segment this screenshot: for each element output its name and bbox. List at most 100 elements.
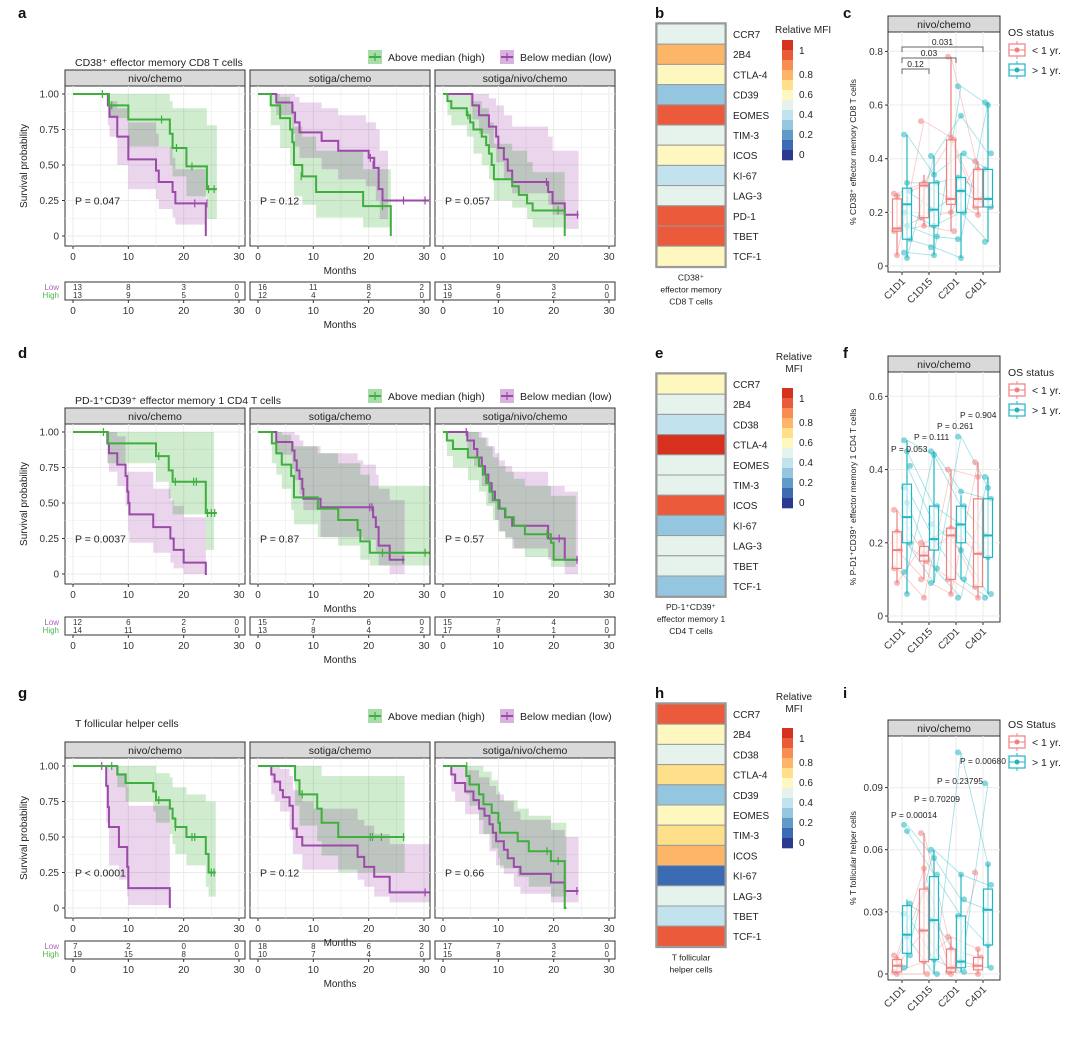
colorbar-step [782, 100, 793, 111]
heatmap-cell [656, 434, 726, 456]
connecting-line [906, 542, 935, 584]
heatmap-cell [656, 454, 726, 476]
colorbar-step [782, 130, 793, 141]
x-tick-label: C1D15 [905, 984, 935, 1014]
p-value: P = 0.047 [75, 196, 120, 208]
x-tick-label: C4D1 [963, 626, 989, 652]
data-point [924, 971, 930, 977]
risk-count-low: 7 [311, 618, 316, 627]
risk-count-high: 8 [496, 950, 501, 959]
heatmap-cell [656, 373, 726, 395]
legend-label-high: Above median (high) [388, 391, 485, 403]
risk-count-low: 2 [126, 942, 131, 951]
x-tick-label: 10 [123, 924, 135, 935]
x-tick-label: 20 [548, 590, 560, 601]
heatmap-row-label: CD38 [733, 420, 759, 431]
x-tick-label: 0 [70, 590, 76, 601]
risk-count-high: 15 [443, 950, 452, 959]
x-tick-label: 20 [178, 590, 190, 601]
heatmap-cell [656, 124, 726, 146]
heatmap-border [655, 702, 727, 949]
heatmap-row-label: KI-67 [733, 171, 757, 182]
colorbar-tick-label: 0 [799, 498, 805, 509]
ci-ribbon-high [73, 766, 216, 897]
survival-curve-high [258, 431, 430, 554]
x-tick-label: C2D1 [936, 626, 962, 652]
km-facet-sotiga-chemo: sotiga/chemo P = 0.12 0 10 20 30 [249, 69, 431, 263]
colorbar-tick-label: 0.4 [799, 798, 813, 809]
colorbar-step [782, 488, 793, 499]
connecting-line [933, 849, 962, 875]
heatmap-cell [656, 784, 726, 806]
risk-count-low: 0 [235, 618, 240, 627]
heatmap-cell [656, 925, 726, 947]
x-tick-label: 0 [440, 252, 446, 263]
risk-count-high: 0 [605, 950, 610, 959]
p-value: P = 0.66 [445, 868, 484, 880]
x-tick-label: 20 [178, 641, 190, 652]
colorbar-tick-label: 1 [799, 394, 805, 405]
data-point [961, 150, 967, 157]
panel-label: a [18, 5, 27, 22]
heatmap-row-label: 2B4 [733, 730, 751, 741]
y-tick-label: 1.00 [40, 762, 60, 773]
x-tick-label: 30 [418, 306, 430, 317]
p-value-annotation: P = 0.23795 [937, 776, 983, 786]
risk-count-low: 3 [551, 283, 556, 292]
risk-count-high: 0 [605, 626, 610, 635]
x-tick-label: C1D15 [905, 276, 935, 306]
data-point [961, 576, 967, 583]
y-tick-label: 0.75 [40, 797, 60, 808]
risk-count-low: 0 [420, 618, 425, 627]
heatmap-row-label: 2B4 [733, 400, 751, 411]
heatmap-row-label: KI-67 [733, 521, 757, 532]
heatmap-cell [656, 245, 726, 267]
risk-count-low: 13 [73, 283, 82, 292]
colorbar-tick-label: 0.2 [799, 478, 813, 489]
y-tick-label: 0.06 [864, 845, 884, 856]
x-axis-label: Months [324, 938, 357, 949]
heatmap-cell [656, 43, 726, 65]
y-tick-label: 1.00 [40, 428, 60, 439]
heatmap-column-label: helper cells [670, 964, 713, 974]
heatmap-row-label: LAG-3 [733, 542, 762, 553]
risk-count-low: 6 [126, 618, 131, 627]
colorbar-tick-label: 0.8 [799, 758, 813, 769]
chart-title: CD38⁺ effector memory CD8 T cells [75, 57, 243, 69]
risk-table-box [64, 616, 246, 636]
heatmap-cell [656, 494, 726, 516]
risk-count-low: 6 [366, 942, 371, 951]
heatmap-row-label: 2B4 [733, 50, 751, 61]
x-tick-label: 0 [70, 306, 76, 317]
x-tick-label: 20 [548, 965, 560, 976]
x-tick-label: C1D15 [905, 626, 935, 656]
legend: Above median (high) Below median (low) [368, 389, 612, 403]
x-tick-label: 0 [440, 641, 446, 652]
facet-strip-label: nivo/chemo [128, 411, 182, 423]
heatmap-row-label: TCF-1 [733, 582, 762, 593]
legend-title: OS status [1008, 27, 1054, 39]
x-axis-label: Months [324, 604, 357, 615]
risk-count-low: 7 [73, 942, 78, 951]
heatmap-row-label: TIM-3 [733, 481, 760, 492]
box-body [945, 948, 957, 973]
x-tick-label: C2D1 [936, 276, 962, 302]
heatmap-cell [656, 413, 726, 436]
data-point [958, 488, 964, 495]
x-axis-label: Months [324, 266, 357, 277]
comparison-bracket [901, 57, 957, 63]
x-tick-label: 20 [363, 590, 375, 601]
heatmap-row-label: EOMES [733, 811, 769, 822]
colorbar-step [782, 398, 793, 409]
colorbar-step [782, 838, 793, 849]
x-tick-label: 0 [255, 924, 261, 935]
km-facet-sotiga-nivo-chemo: sotiga/nivo/chemo P = 0.057 0 10 20 30 [434, 69, 616, 263]
x-tick-label: 10 [493, 590, 505, 601]
x-tick-label: 30 [233, 965, 245, 976]
heatmap-cell [656, 555, 726, 577]
risk-count-high: 10 [258, 950, 267, 959]
connecting-line [906, 451, 935, 507]
x-tick-label: 10 [123, 590, 135, 601]
colorbar-step [782, 50, 793, 61]
